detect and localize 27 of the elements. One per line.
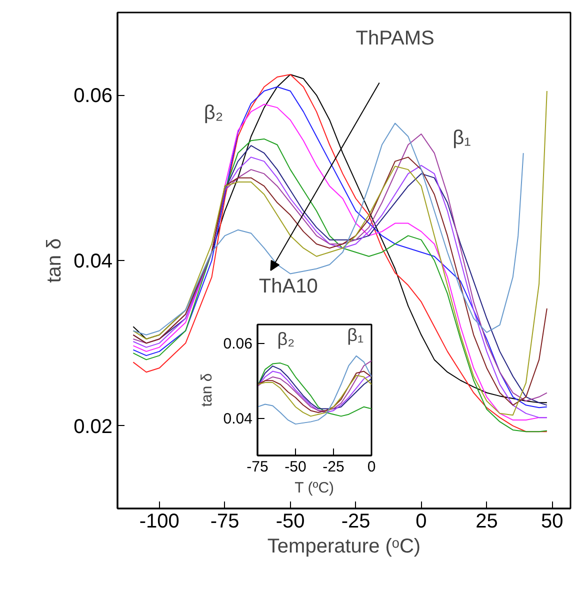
y-tick-label: 0.06 bbox=[74, 85, 113, 108]
x-tick-label: -25 bbox=[341, 510, 370, 532]
y-tick-label: 0.06 bbox=[223, 336, 253, 353]
annotation: ThPAMS bbox=[356, 28, 434, 50]
x-tick-label: 50 bbox=[541, 510, 564, 532]
x-axis-title: Temperature (ᵒC) bbox=[267, 536, 421, 558]
y-axis-title: tan δ bbox=[198, 373, 216, 407]
x-tick-label: -50 bbox=[276, 510, 305, 532]
line-series bbox=[258, 355, 372, 425]
annotation: β₂ bbox=[204, 102, 224, 124]
y-tick-label: 0.02 bbox=[74, 416, 113, 438]
annotation: β₂ bbox=[277, 328, 295, 349]
x-tick-label: -25 bbox=[322, 458, 344, 476]
x-tick-label: 25 bbox=[476, 510, 498, 532]
x-axis-title: T (ºC) bbox=[294, 480, 334, 496]
y-axis-title: tan δ bbox=[44, 238, 66, 283]
x-tick-label: 0 bbox=[367, 458, 376, 476]
y-tick-label: 0.04 bbox=[74, 250, 113, 272]
x-tick-label: -75 bbox=[246, 458, 268, 476]
x-tick-label: 0 bbox=[416, 510, 427, 532]
x-tick-label: -75 bbox=[210, 510, 240, 532]
annotation: ThA10 bbox=[258, 276, 318, 298]
annotation: β₁ bbox=[347, 325, 364, 346]
x-tick-label: -50 bbox=[284, 458, 306, 476]
annotation: β₁ bbox=[452, 126, 472, 149]
x-tick-label: -100 bbox=[139, 510, 180, 532]
y-tick-label: 0.04 bbox=[223, 410, 253, 428]
